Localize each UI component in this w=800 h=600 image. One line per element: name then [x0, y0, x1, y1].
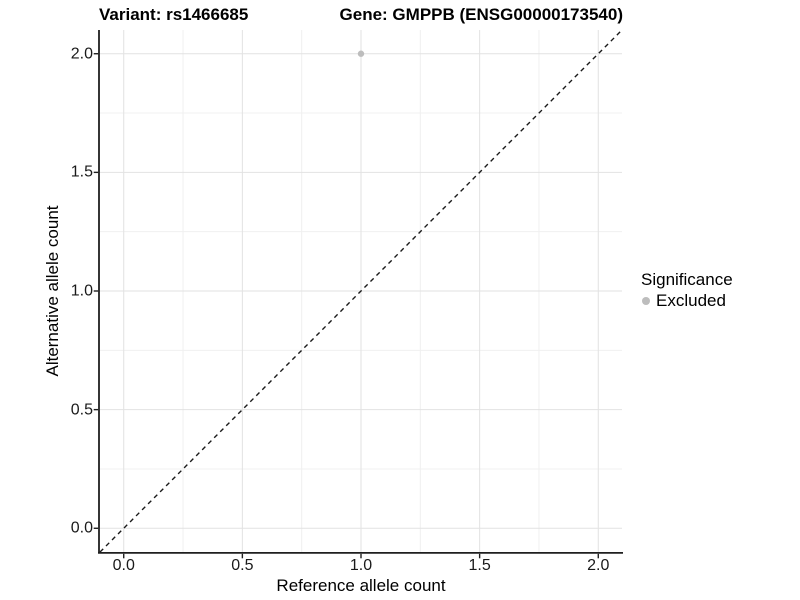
legend-item-excluded: Excluded — [641, 291, 733, 311]
x-axis-title: Reference allele count — [276, 576, 446, 595]
data-point — [357, 50, 365, 57]
x-tick-label: 0.0 — [112, 557, 135, 574]
legend-point-icon — [642, 297, 650, 305]
x-tick-label: 1.5 — [468, 557, 491, 574]
legend: Significance Excluded — [641, 270, 733, 311]
axis-lines — [98, 30, 623, 554]
plot-header: Variant: rs1466685 Gene: GMPPB (ENSG0000… — [99, 5, 623, 25]
y-tick-label: 1.0 — [70, 282, 93, 300]
legend-title: Significance — [641, 270, 733, 289]
axis-ticks — [93, 53, 599, 559]
variant-title: Variant: rs1466685 — [99, 5, 249, 24]
y-axis-title: Alternative allele count — [43, 205, 62, 377]
gene-title: Gene: GMPPB (ENSG00000173540) — [339, 5, 623, 24]
y-tick-label: 2.0 — [70, 45, 93, 63]
y-tick-label: 0.0 — [70, 519, 93, 537]
x-tick-label: 2.0 — [587, 557, 610, 574]
x-tick-label: 0.5 — [231, 557, 254, 574]
data-points — [357, 50, 365, 57]
y-tick-label: 0.5 — [70, 401, 93, 419]
y-tick-label: 1.5 — [70, 163, 93, 181]
x-tick-label: 1.0 — [349, 557, 373, 574]
legend-item-label: Excluded — [656, 291, 726, 310]
identity-line — [99, 29, 623, 553]
